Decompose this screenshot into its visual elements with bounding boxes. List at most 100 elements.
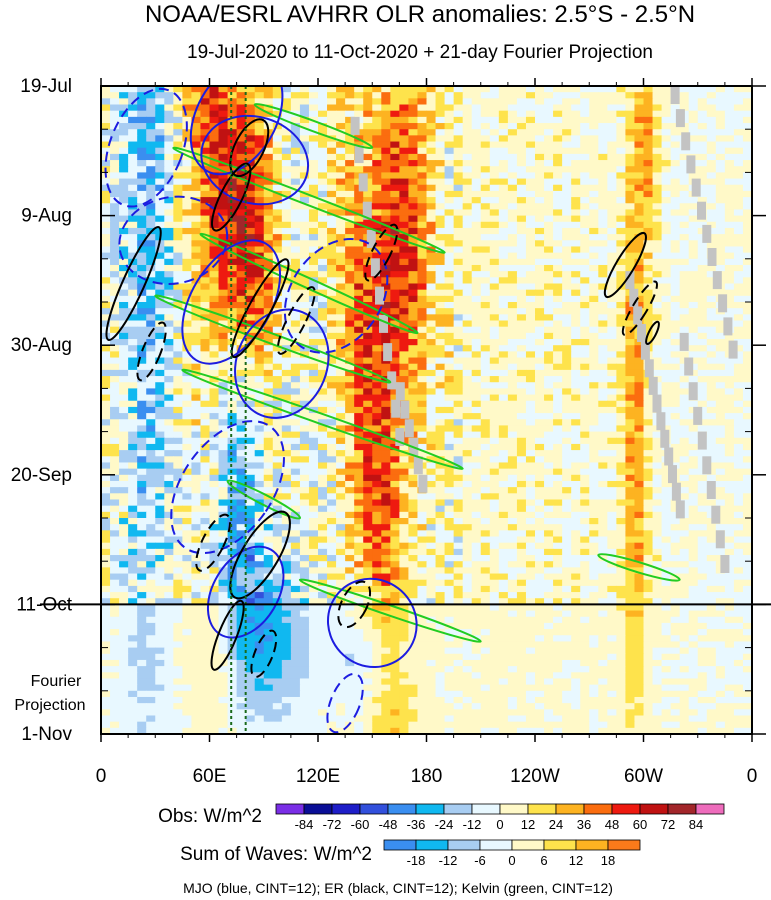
anomaly-cell [643, 104, 654, 112]
anomaly-cell [209, 345, 220, 352]
anomaly-cell [733, 499, 744, 507]
anomaly-cell [200, 215, 211, 223]
anomaly-cell [182, 345, 193, 352]
anomaly-cell [390, 474, 400, 482]
anomaly-cell [155, 135, 165, 143]
anomaly-cell [408, 289, 419, 297]
anomaly-cell [227, 308, 238, 315]
anomaly-cell [525, 289, 536, 297]
anomaly-cell [706, 388, 717, 396]
anomaly-cell [580, 308, 590, 315]
anomaly-cell [580, 190, 590, 198]
anomaly-cell [182, 172, 193, 180]
anomaly-cell [616, 166, 627, 173]
anomaly-cell [155, 499, 165, 507]
anomaly-cell [218, 450, 229, 457]
anomaly-cell [245, 357, 256, 365]
anomaly-cell [625, 178, 636, 186]
anomaly-cell [372, 406, 382, 414]
anomaly-cell [336, 419, 346, 427]
anomaly-cell [272, 86, 283, 93]
anomaly-cell [589, 264, 599, 272]
anomaly-cell [498, 153, 509, 161]
anomaly-cell [679, 431, 690, 439]
anomaly-cell [580, 431, 590, 439]
anomaly-cell [318, 160, 328, 167]
anomaly-cell [607, 110, 617, 118]
anomaly-cell [715, 437, 726, 445]
anomaly-cell [354, 289, 364, 297]
anomaly-cell [643, 283, 654, 291]
anomaly-cell [571, 308, 581, 315]
anomaly-cell [137, 511, 147, 519]
anomaly-cell [290, 209, 301, 217]
anomaly-cell [679, 271, 690, 278]
anomaly-cell [525, 116, 536, 124]
anomaly-cell [480, 227, 491, 235]
anomaly-cell [616, 443, 627, 451]
anomaly-cell [290, 277, 301, 285]
anomaly-cell [318, 493, 328, 501]
anomaly-cell [354, 190, 364, 198]
anomaly-cell [444, 197, 455, 204]
anomaly-cell [182, 184, 193, 192]
anomaly-cell [408, 357, 419, 365]
anomaly-cell [137, 153, 147, 161]
anomaly-cell [580, 450, 590, 457]
anomaly-cell [715, 209, 726, 217]
anomaly-cell [227, 283, 238, 291]
anomaly-cell [471, 314, 482, 322]
anomaly-cell [480, 295, 491, 303]
anomaly-cell [336, 345, 346, 352]
anomaly-cell [625, 98, 636, 106]
anomaly-cell [146, 413, 156, 420]
anomaly-cell [435, 302, 446, 309]
anomaly-cell [254, 277, 265, 285]
anomaly-cell [155, 264, 165, 272]
anomaly-cell [381, 474, 391, 482]
anomaly-cell [571, 369, 581, 377]
anomaly-cell [589, 86, 599, 93]
anomaly-cell [308, 289, 319, 297]
anomaly-cell [589, 419, 599, 427]
anomaly-cell [101, 462, 111, 470]
anomaly-cell [336, 437, 346, 445]
anomaly-cell [218, 462, 229, 470]
anomaly-cell [535, 400, 545, 408]
anomaly-cell [128, 227, 138, 235]
anomaly-cell [327, 357, 337, 365]
anomaly-cell [607, 314, 617, 322]
anomaly-cell [535, 437, 545, 445]
anomaly-cell [516, 474, 527, 482]
anomaly-cell [254, 425, 265, 433]
anomaly-cell [453, 246, 464, 254]
anomaly-cell [354, 252, 364, 260]
anomaly-cell [453, 493, 464, 501]
anomaly-cell [390, 258, 400, 266]
anomaly-cell [733, 376, 744, 383]
anomaly-cell [453, 499, 464, 507]
anomaly-cell [426, 252, 437, 260]
anomaly-cell [137, 227, 147, 235]
anomaly-cell [182, 332, 193, 340]
anomaly-cell [209, 425, 220, 433]
anomaly-cell [535, 110, 545, 118]
anomaly-cell [390, 493, 400, 501]
anomaly-cell [697, 240, 708, 248]
anomaly-cell [426, 215, 437, 223]
anomaly-cell [462, 141, 473, 149]
anomaly-cell [589, 487, 599, 494]
anomaly-cell [209, 499, 220, 507]
anomaly-cell [535, 363, 545, 371]
anomaly-cell [562, 160, 572, 167]
anomaly-cell [742, 332, 752, 340]
anomaly-cell [399, 295, 410, 303]
anomaly-cell [507, 339, 518, 346]
anomaly-cell [535, 86, 545, 93]
anomaly-cell [471, 468, 482, 476]
anomaly-cell [507, 302, 518, 309]
anomaly-cell [733, 98, 744, 106]
anomaly-cell [155, 493, 165, 501]
anomaly-cell [281, 376, 292, 383]
anomaly-cell [128, 153, 138, 161]
